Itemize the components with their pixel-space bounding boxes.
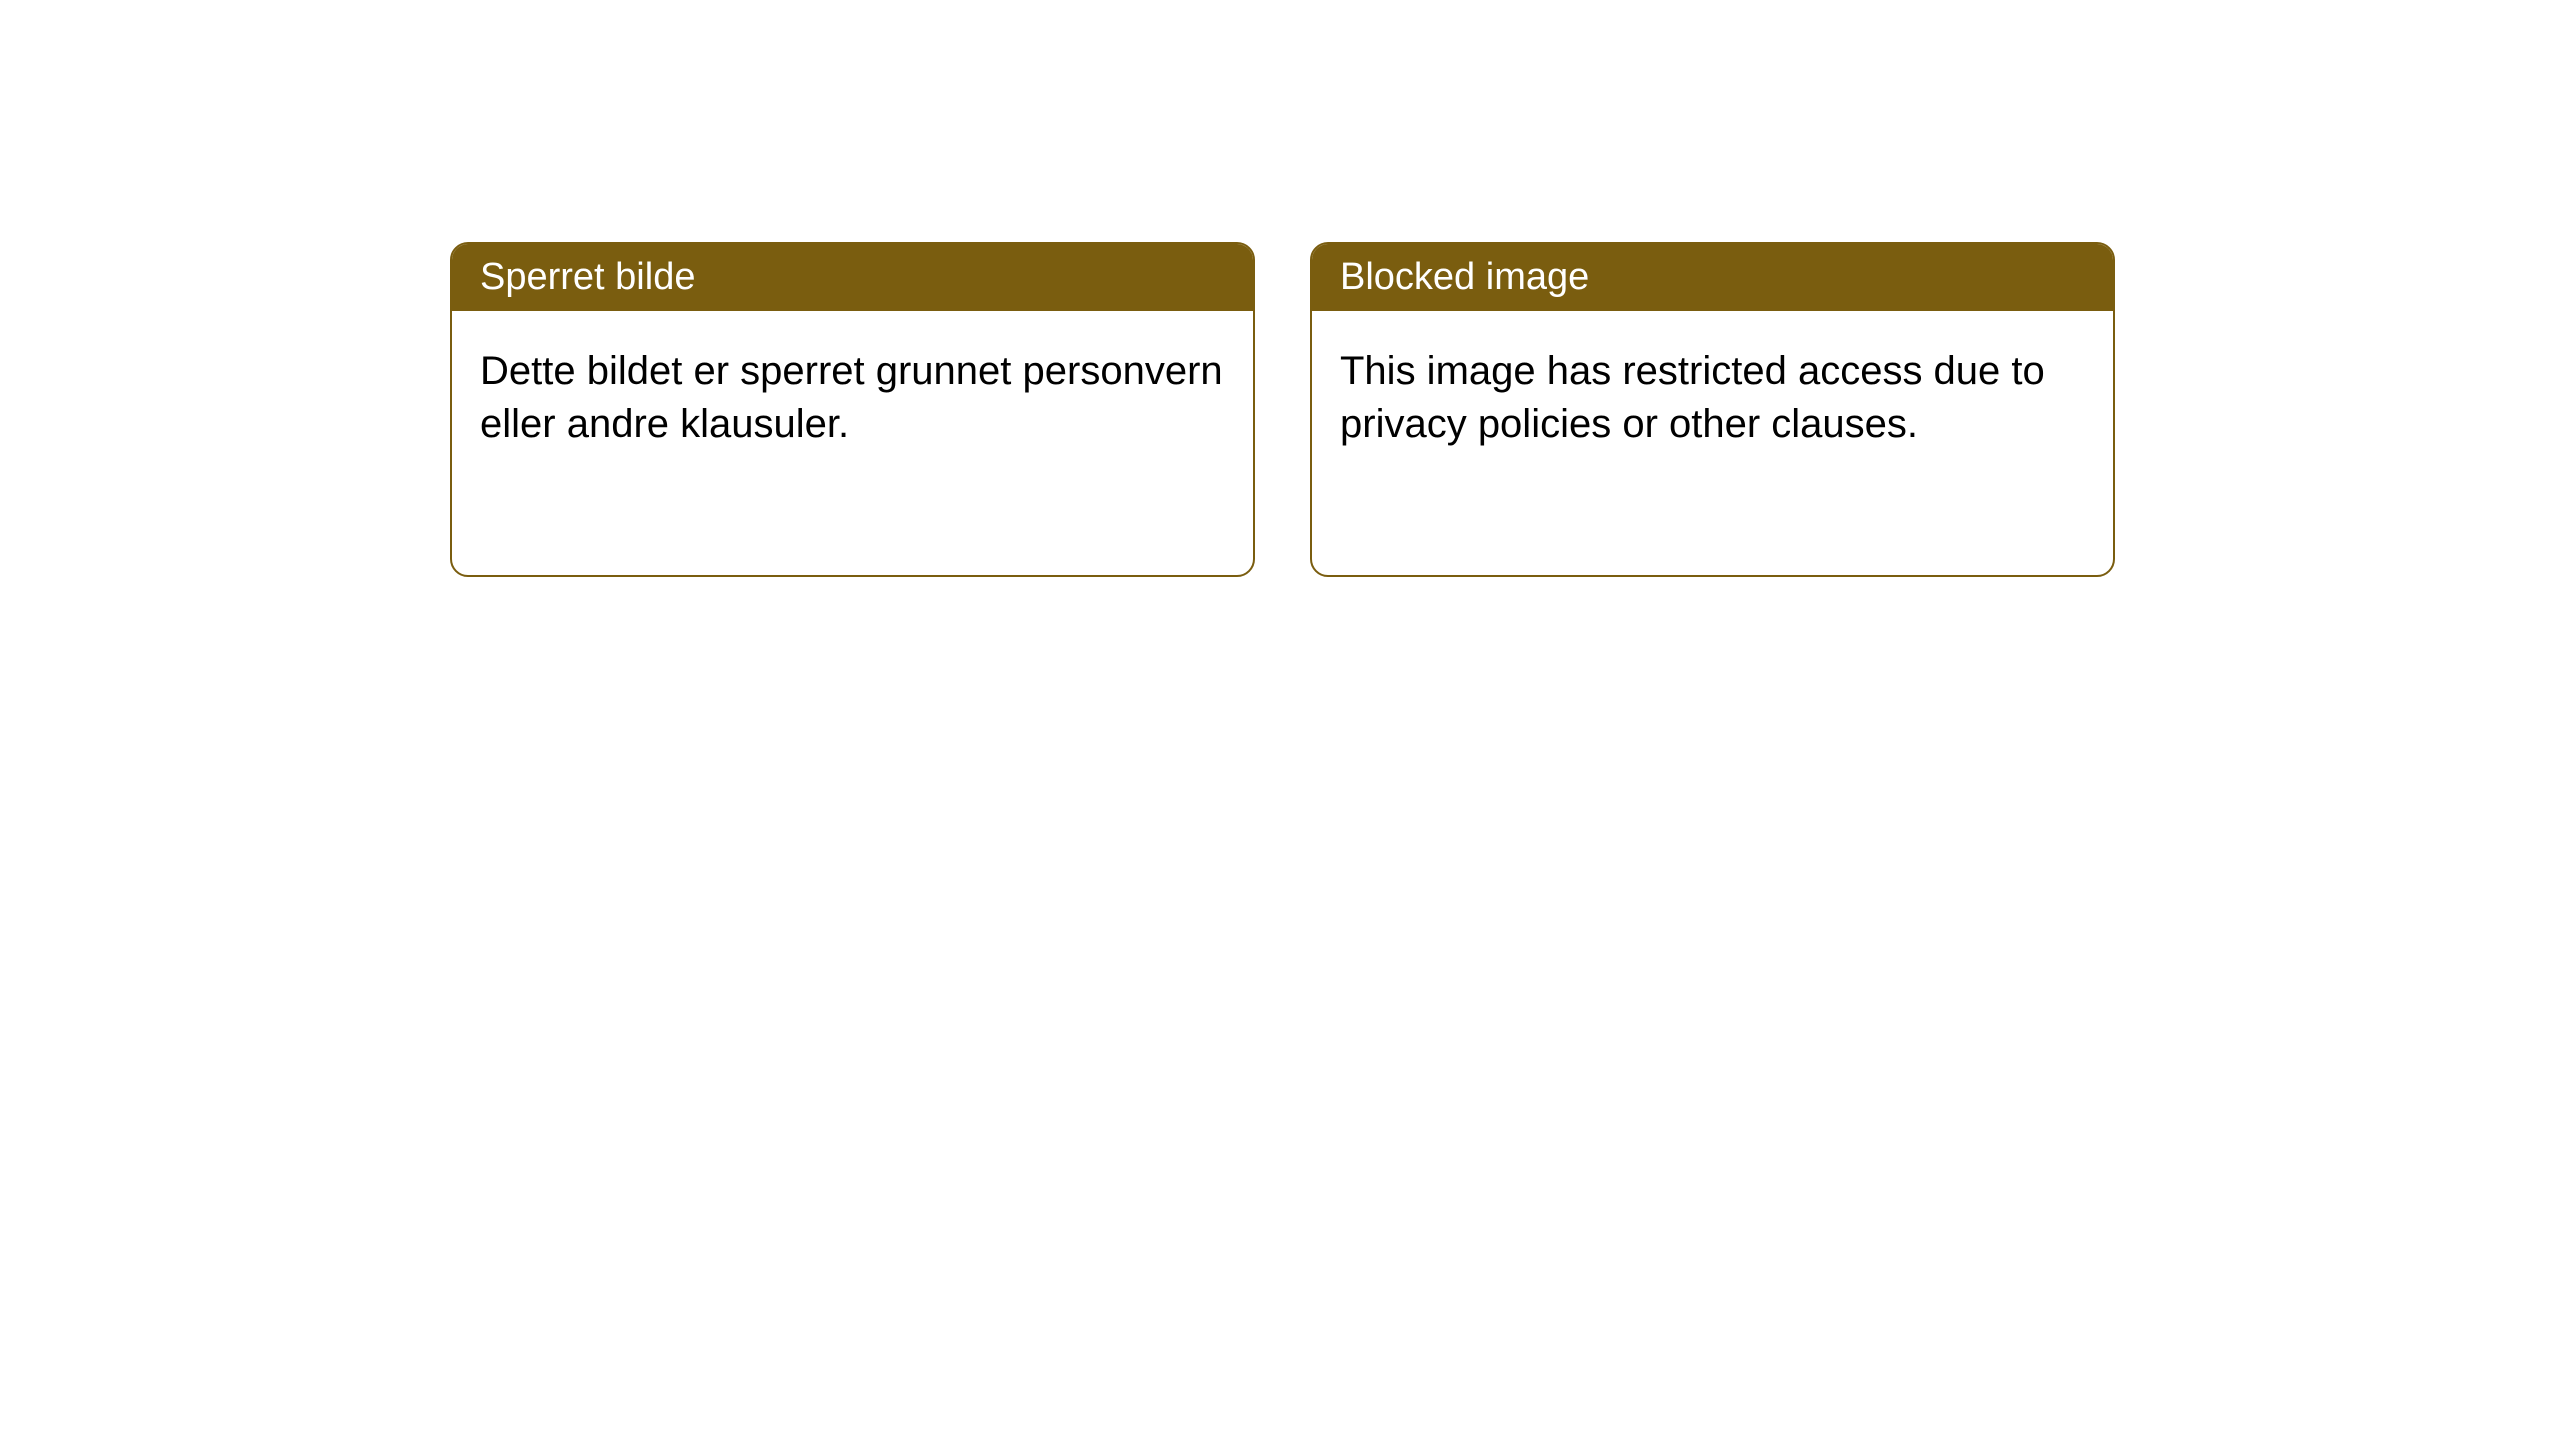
card-body: Dette bildet er sperret grunnet personve… <box>452 311 1253 485</box>
card-header: Blocked image <box>1312 244 2113 311</box>
card-title: Sperret bilde <box>480 256 695 298</box>
notice-card-english: Blocked image This image has restricted … <box>1310 242 2115 577</box>
card-header: Sperret bilde <box>452 244 1253 311</box>
notice-card-norwegian: Sperret bilde Dette bildet er sperret gr… <box>450 242 1255 577</box>
card-body-text: Dette bildet er sperret grunnet personve… <box>480 349 1223 446</box>
card-body: This image has restricted access due to … <box>1312 311 2113 485</box>
notice-container: Sperret bilde Dette bildet er sperret gr… <box>450 242 2115 577</box>
card-title: Blocked image <box>1340 256 1589 298</box>
card-body-text: This image has restricted access due to … <box>1340 349 2045 446</box>
